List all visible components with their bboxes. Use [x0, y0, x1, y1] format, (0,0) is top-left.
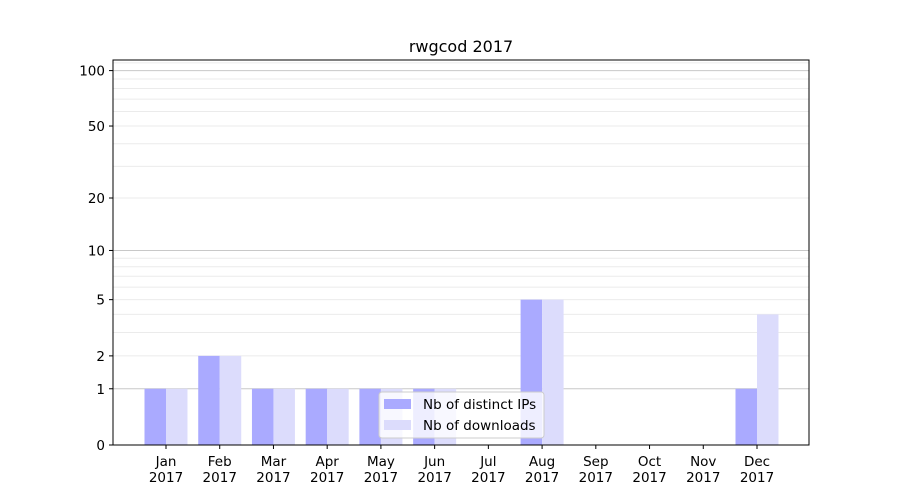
legend-swatch-downloads: [384, 420, 411, 430]
bar-downloads: [273, 388, 295, 445]
x-tick-label-month: Jul: [479, 454, 496, 470]
bar-distinct-ips: [735, 388, 757, 445]
x-tick-label-month: Mar: [261, 454, 287, 470]
x-tick-label-year: 2017: [364, 470, 398, 486]
chart-title: rwgcod 2017: [409, 37, 513, 56]
x-tick-label-year: 2017: [579, 470, 613, 486]
x-tick-label-year: 2017: [256, 470, 290, 486]
legend-label-downloads: Nb of downloads: [423, 418, 536, 434]
legend-box: [378, 391, 545, 439]
bar-downloads: [757, 314, 779, 445]
y-tick-label: 100: [79, 64, 105, 80]
bar-distinct-ips: [144, 388, 166, 445]
x-tick-label-month: Jan: [155, 454, 177, 470]
y-tick-label: 5: [96, 293, 105, 309]
x-tick-label-month: Jun: [423, 454, 445, 470]
x-tick-label-year: 2017: [310, 470, 344, 486]
x-tick-label-year: 2017: [471, 470, 505, 486]
x-axis: Jan2017Feb2017Mar2017Apr2017May2017Jun20…: [149, 445, 774, 486]
x-tick-label-month: Sep: [583, 454, 608, 470]
legend: Nb of distinct IPs Nb of downloads: [378, 391, 545, 439]
x-tick-label-month: Dec: [744, 454, 770, 470]
y-tick-label: 50: [88, 119, 105, 135]
bar-distinct-ips: [359, 388, 381, 445]
y-axis: 0 1 2 5 10 20 50 100: [79, 64, 113, 454]
legend-swatch-ips: [384, 399, 411, 409]
x-tick-label-month: Nov: [690, 454, 716, 470]
legend-label-ips: Nb of distinct IPs: [423, 397, 536, 413]
y-tick-label: 20: [88, 191, 105, 207]
bar-downloads: [542, 299, 564, 445]
x-tick-label-year: 2017: [740, 470, 774, 486]
x-tick-label-month: Oct: [638, 454, 661, 470]
x-tick-label-month: May: [367, 454, 395, 470]
bar-downloads: [166, 388, 188, 445]
gridlines: [113, 62, 809, 390]
bar-distinct-ips: [305, 388, 328, 445]
x-tick-label-year: 2017: [632, 470, 666, 486]
x-tick-label-year: 2017: [525, 470, 559, 486]
x-tick-label-month: Aug: [529, 454, 555, 470]
x-tick-label-month: Apr: [316, 454, 340, 470]
x-tick-label-year: 2017: [686, 470, 720, 486]
x-tick-label-year: 2017: [203, 470, 237, 486]
bar-downloads: [327, 388, 349, 445]
x-tick-label-year: 2017: [149, 470, 183, 486]
x-tick-label-month: Feb: [208, 454, 232, 470]
y-tick-label: 2: [96, 349, 105, 365]
x-tick-label-year: 2017: [417, 470, 451, 486]
bar-distinct-ips: [198, 355, 220, 445]
bar-downloads: [219, 355, 242, 445]
y-tick-label: 10: [88, 243, 105, 259]
y-tick-label: 1: [96, 382, 105, 398]
y-tick-label: 0: [96, 438, 105, 454]
bar-distinct-ips: [251, 388, 274, 445]
plot-frame: [112, 59, 810, 446]
